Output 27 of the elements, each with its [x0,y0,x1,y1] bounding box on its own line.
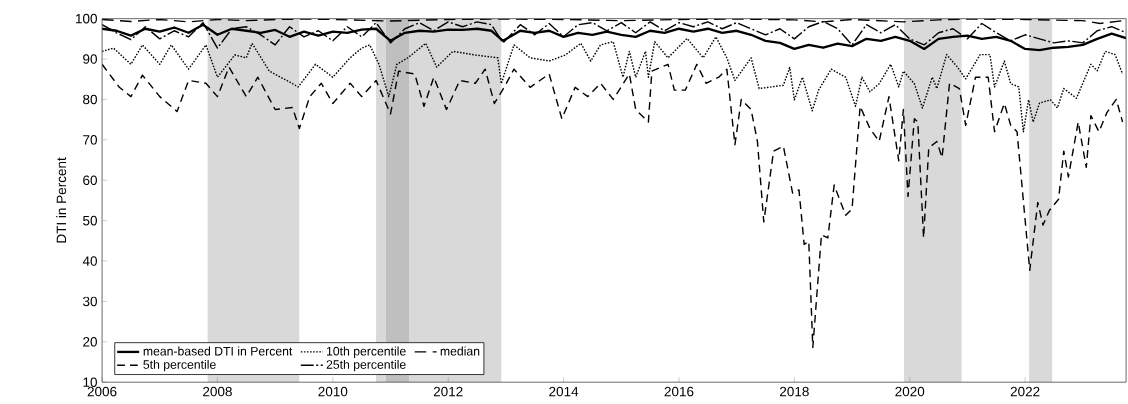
y-tick-label: 60 [83,175,97,185]
x-tick-label: 2012 [433,386,463,397]
legend-label: median [440,346,480,356]
x-tick-label: 2014 [549,386,579,397]
line-series [102,35,1124,133]
y-tick-label: 10 [83,377,97,387]
x-tick-label: 2006 [87,386,117,397]
y-tick-label: 90 [83,54,97,64]
x-tick-label: 2010 [318,386,348,397]
x-tick-label: 2020 [895,386,925,397]
y-tick-label: 20 [83,336,97,347]
y-tick-label: 80 [83,94,97,105]
legend-label: 10th percentile [326,346,406,358]
y-tick-label: 30 [82,296,97,307]
y-axis-title: DTI in Percent [56,157,67,243]
legend-label: mean-based DTI in Percent [143,346,293,356]
x-tick-label: 2016 [664,386,694,397]
legend-label: 25th percentile [326,359,406,372]
x-tick-label: 2008 [203,386,232,397]
line-series [102,63,1124,348]
x-tick-label: 2018 [780,386,809,397]
y-tick-label: 100 [76,13,97,24]
legend-label: 5th percentile [143,359,216,372]
y-tick-label: 50 [83,215,97,226]
y-tick-label: 40 [82,256,97,266]
x-tick-label: 2022 [1010,386,1040,397]
y-tick-label: 70 [83,134,97,145]
